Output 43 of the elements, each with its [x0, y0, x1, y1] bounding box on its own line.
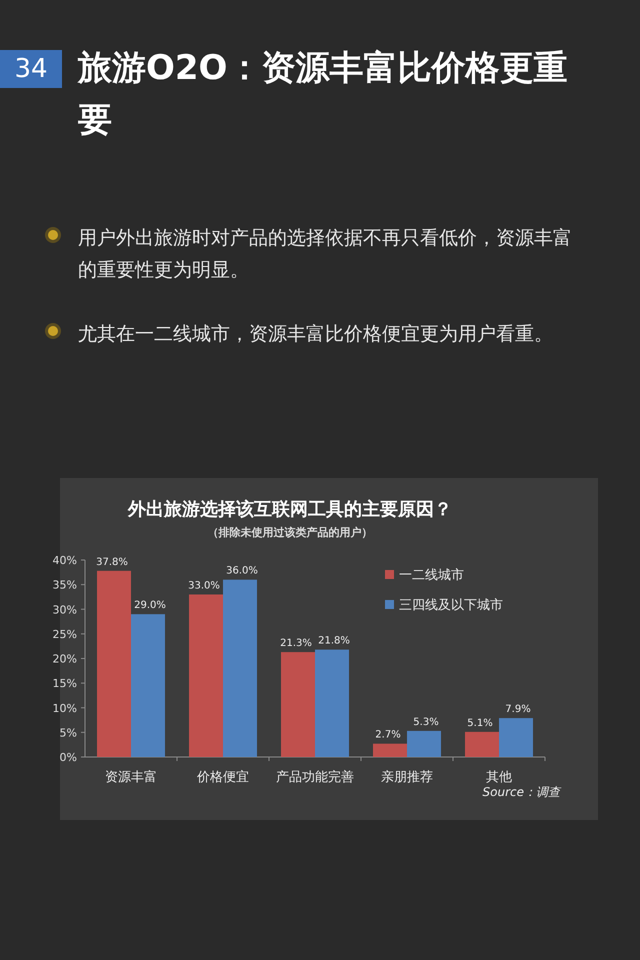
bar [281, 652, 315, 757]
chart-title: 旅游O2O：资源丰富比价格更重要 [78, 47, 568, 142]
text: （排除未使用过该类产品的用户） [208, 526, 372, 539]
y-tick-label: 35% [52, 578, 77, 592]
legend-label: 三四线及以下城市 [399, 598, 503, 613]
text: 34 [0, 50, 62, 88]
bar [465, 732, 499, 757]
data-label: 29.0% [134, 600, 166, 612]
bar [189, 594, 223, 757]
text: 尤其在一二线城市，资源丰富比价格便宜更为用户看重。 [78, 322, 554, 347]
x-tick-label: 价格便宜 [196, 769, 249, 785]
data-label: 33.0% [188, 580, 220, 592]
data-label: 21.8% [318, 636, 350, 647]
bar [315, 650, 349, 757]
y-tick-label: 30% [52, 603, 77, 616]
y-tick-label: 0% [60, 751, 77, 764]
data-label: 21.3% [280, 638, 312, 650]
data-label: 36.0% [226, 566, 258, 577]
chart-subtitle: 外出旅游选择该互联网工具的主要原因？ [127, 499, 452, 520]
y-tick-label: 15% [52, 677, 77, 690]
text: 用户外出旅游时对产品的选择依据不再只看低价，资源丰富的重要性更为明显。 [78, 226, 573, 283]
y-tick-label: 25% [52, 628, 77, 641]
legend-label: 一二线城市 [399, 568, 464, 583]
bar [407, 730, 441, 757]
bar [223, 580, 257, 757]
data-label: 7.9% [505, 704, 531, 716]
data-label: 37.8% [96, 556, 128, 568]
data-label: 5.3% [413, 716, 439, 728]
x-tick-label: 产品功能完善 [276, 769, 354, 785]
bar [499, 718, 533, 757]
x-tick-label: 亲朋推荐 [381, 770, 433, 785]
data-label: 2.7% [375, 730, 401, 741]
bar [373, 744, 407, 757]
y-tick-label: 10% [52, 702, 77, 715]
bar [131, 614, 165, 757]
x-tick-label: 资源丰富 [105, 769, 157, 785]
bar [97, 570, 131, 757]
data-label: 5.1% [467, 718, 493, 729]
y-tick-label: 40% [52, 554, 77, 567]
y-tick-label: 5% [60, 726, 77, 740]
x-tick-label: 其他 [486, 770, 512, 785]
y-tick-label: 20% [52, 652, 77, 666]
source-note: Source：调查 [482, 785, 562, 799]
